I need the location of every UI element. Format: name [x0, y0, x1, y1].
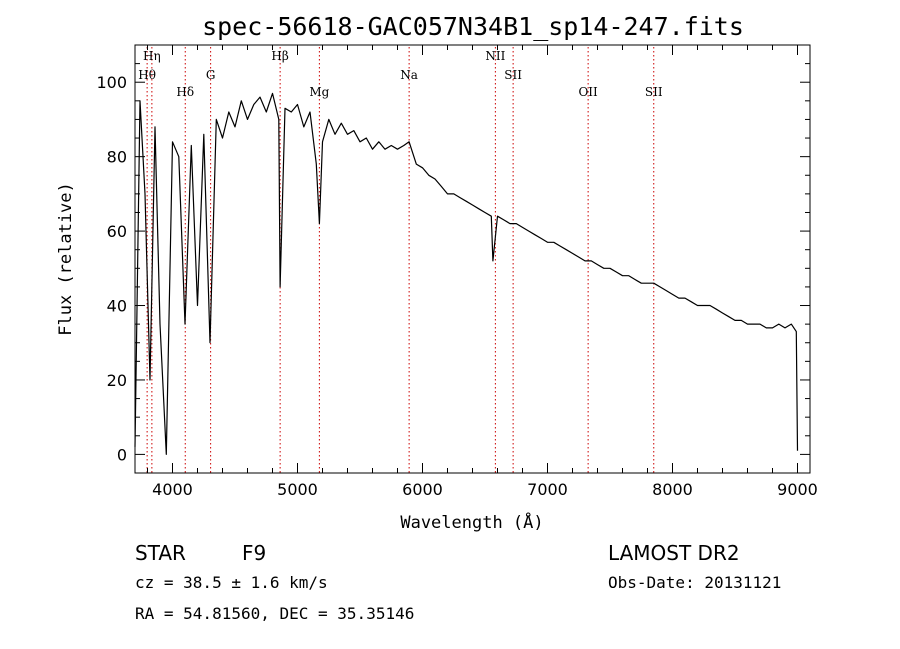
plot-frame: [134, 44, 811, 474]
x-tick-label-5: 9000: [777, 480, 818, 499]
line-marker-label-9: OII: [578, 85, 598, 99]
x-tick-label-3: 7000: [527, 480, 568, 499]
line-marker-label-10: SII: [645, 85, 663, 99]
x-tick-label-1: 5000: [277, 480, 318, 499]
spectrum-line: [134, 92, 799, 455]
line-marker-label-0: Hη: [143, 49, 161, 63]
line-marker-labels: Hη Hθ Hδ G Hβ Mg Na NII SII OII SII: [138, 49, 663, 99]
coordinates: RA = 54.81560, DEC = 35.35146: [135, 604, 414, 623]
y-tick-label-5: 100: [96, 73, 127, 92]
object-class: STAR: [135, 541, 186, 565]
y-tick-label-0: 0: [117, 445, 127, 464]
line-marker-label-2: Hδ: [176, 85, 194, 99]
y-axis-ticks: 0 20 40 60 80 100: [96, 63, 810, 464]
y-axis-label: Flux (relative): [56, 182, 76, 336]
x-axis-ticks: 4000 5000 6000 7000 8000 9000: [147, 45, 818, 499]
line-marker-label-3: G: [206, 68, 216, 82]
line-markers: [146, 47, 655, 473]
line-marker-label-4: Hβ: [271, 49, 288, 63]
survey-name: LAMOST DR2: [608, 541, 740, 565]
chart-title: spec-56618-GAC057N34B1_sp14-247.fits: [202, 12, 744, 41]
x-axis-label: Wavelength (Å): [400, 511, 543, 533]
y-tick-label-3: 60: [107, 222, 127, 241]
y-tick-label-4: 80: [107, 148, 127, 167]
object-subclass: F9: [242, 541, 266, 565]
x-tick-label-0: 4000: [152, 480, 193, 499]
y-tick-label-1: 20: [107, 371, 127, 390]
y-tick-label-2: 40: [107, 297, 127, 316]
x-tick-label-4: 8000: [652, 480, 693, 499]
line-marker-label-7: NII: [485, 49, 505, 63]
x-tick-label-2: 6000: [402, 480, 443, 499]
line-marker-label-5: Mg: [309, 85, 329, 99]
observation-date: Obs-Date: 20131121: [608, 573, 781, 592]
line-marker-label-6: Na: [400, 68, 418, 82]
line-marker-label-8: SII: [504, 68, 522, 82]
redshift-cz: cz = 38.5 ± 1.6 km/s: [135, 573, 328, 592]
line-marker-label-1: Hθ: [138, 68, 156, 82]
